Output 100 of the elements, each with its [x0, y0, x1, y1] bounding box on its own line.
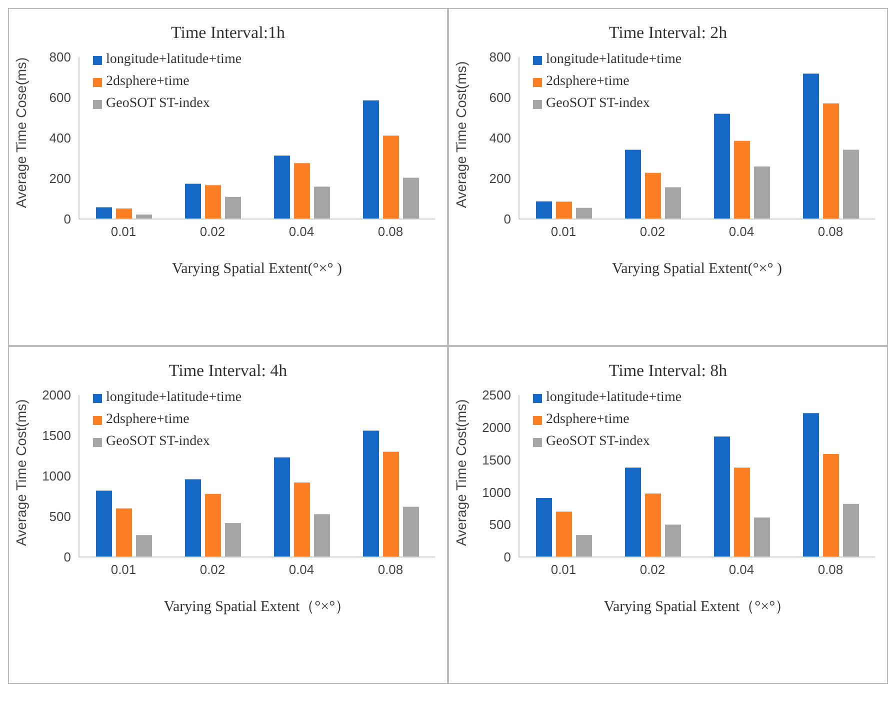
chart-title: Time Interval: 2h — [608, 23, 728, 44]
bar — [536, 498, 552, 557]
bar — [116, 508, 132, 557]
bar — [843, 150, 859, 219]
x-tick-label: 0.01 — [110, 562, 136, 578]
legend-label: longitude+latitude+time — [105, 389, 242, 407]
y-tick-label: 0 — [504, 212, 511, 227]
x-axis-title: Varying Spatial Extent（°×°） — [164, 599, 350, 615]
bar — [403, 506, 419, 557]
bar — [116, 208, 132, 219]
legend-label: 2dsphere+time — [105, 73, 190, 91]
y-tick-label: 1500 — [482, 452, 511, 468]
x-tick-label: 0.04 — [288, 224, 314, 240]
legend-label: longitude+latitude+time — [105, 51, 242, 69]
bar — [556, 512, 572, 557]
bar — [185, 184, 201, 219]
bar — [185, 479, 201, 557]
legend-label: longitude+latitude+time — [545, 51, 682, 69]
y-axis-title: Average Time Cose(ms) — [12, 57, 29, 208]
legend-label: 2dsphere+time — [545, 411, 630, 429]
y-tick-label: 1500 — [42, 428, 71, 444]
y-tick-label: 2500 — [482, 388, 511, 403]
y-tick-label: 0 — [64, 212, 71, 227]
bar — [403, 178, 419, 219]
x-tick-label: 0.02 — [200, 562, 226, 578]
y-tick-label: 500 — [49, 509, 71, 524]
y-axis-title: Average Time Cost(ms) — [452, 399, 469, 546]
bar — [665, 187, 681, 219]
y-tick-label: 0 — [64, 550, 71, 565]
bar — [843, 504, 859, 557]
bar — [665, 524, 681, 557]
bar — [294, 482, 310, 557]
legend-label: GeoSOT ST-index — [105, 95, 211, 113]
bar — [274, 156, 290, 219]
bar — [96, 490, 112, 557]
bar — [803, 413, 819, 557]
x-tick-label: 0.08 — [378, 562, 404, 578]
bar — [625, 468, 641, 557]
bar — [225, 522, 241, 557]
x-tick-label: 0.02 — [200, 224, 226, 240]
x-tick-label: 0.08 — [818, 224, 844, 240]
y-tick-label: 800 — [489, 50, 511, 65]
chart-title: Time Interval: 4h — [168, 361, 288, 382]
x-tick-label: 0.04 — [728, 224, 754, 240]
y-tick-label: 600 — [49, 90, 71, 106]
legend-label: GeoSOT ST-index — [105, 433, 211, 451]
bar — [314, 514, 330, 557]
bar — [645, 172, 661, 219]
bar — [225, 196, 241, 219]
y-tick-label: 200 — [489, 171, 511, 186]
bar — [363, 430, 379, 557]
y-tick-label: 0 — [504, 550, 511, 565]
bar — [576, 208, 592, 219]
bar — [556, 202, 572, 219]
chart-title: Time Interval: 8h — [608, 361, 728, 382]
bar — [205, 494, 221, 557]
bar — [823, 103, 839, 219]
x-tick-label: 0.08 — [378, 224, 404, 240]
x-tick-label: 0.04 — [288, 562, 314, 578]
legend-label: 2dsphere+time — [105, 411, 190, 429]
y-tick-label: 400 — [49, 130, 71, 146]
y-axis-title: Average Time Cost(ms) — [452, 61, 469, 208]
x-axis-title: Varying Spatial Extent(°×° ) — [172, 261, 342, 277]
x-tick-label: 0.02 — [640, 562, 666, 578]
y-tick-label: 2000 — [42, 388, 71, 403]
bar — [536, 201, 552, 219]
bar — [205, 185, 221, 219]
bar — [383, 136, 399, 219]
x-tick-label: 0.04 — [728, 562, 754, 578]
y-tick-label: 1000 — [42, 468, 71, 484]
bar — [136, 214, 152, 219]
legend-label: GeoSOT ST-index — [545, 433, 651, 451]
bar — [294, 163, 310, 219]
y-tick-label: 2000 — [482, 420, 511, 436]
bar — [734, 468, 750, 557]
bar — [383, 452, 399, 557]
y-tick-label: 600 — [489, 90, 511, 106]
x-tick-label: 0.02 — [640, 224, 666, 240]
bar — [823, 454, 839, 557]
x-tick-label: 0.01 — [110, 224, 136, 240]
legend-label: longitude+latitude+time — [545, 389, 682, 407]
x-tick-label: 0.08 — [818, 562, 844, 578]
bar — [136, 535, 152, 557]
x-tick-label: 0.01 — [550, 224, 576, 240]
bar — [714, 114, 730, 219]
legend-label: 2dsphere+time — [545, 73, 630, 91]
bar — [803, 74, 819, 219]
y-tick-label: 400 — [489, 130, 511, 146]
bar — [754, 517, 770, 557]
bar — [714, 436, 730, 557]
bar — [734, 140, 750, 219]
bar — [625, 150, 641, 219]
bar — [274, 457, 290, 557]
y-tick-label: 500 — [489, 517, 511, 532]
bar — [645, 493, 661, 557]
bar — [96, 207, 112, 219]
bar — [576, 534, 592, 557]
bar — [314, 186, 330, 219]
chart-title: Time Interval:1h — [170, 23, 286, 44]
bar — [363, 100, 379, 219]
